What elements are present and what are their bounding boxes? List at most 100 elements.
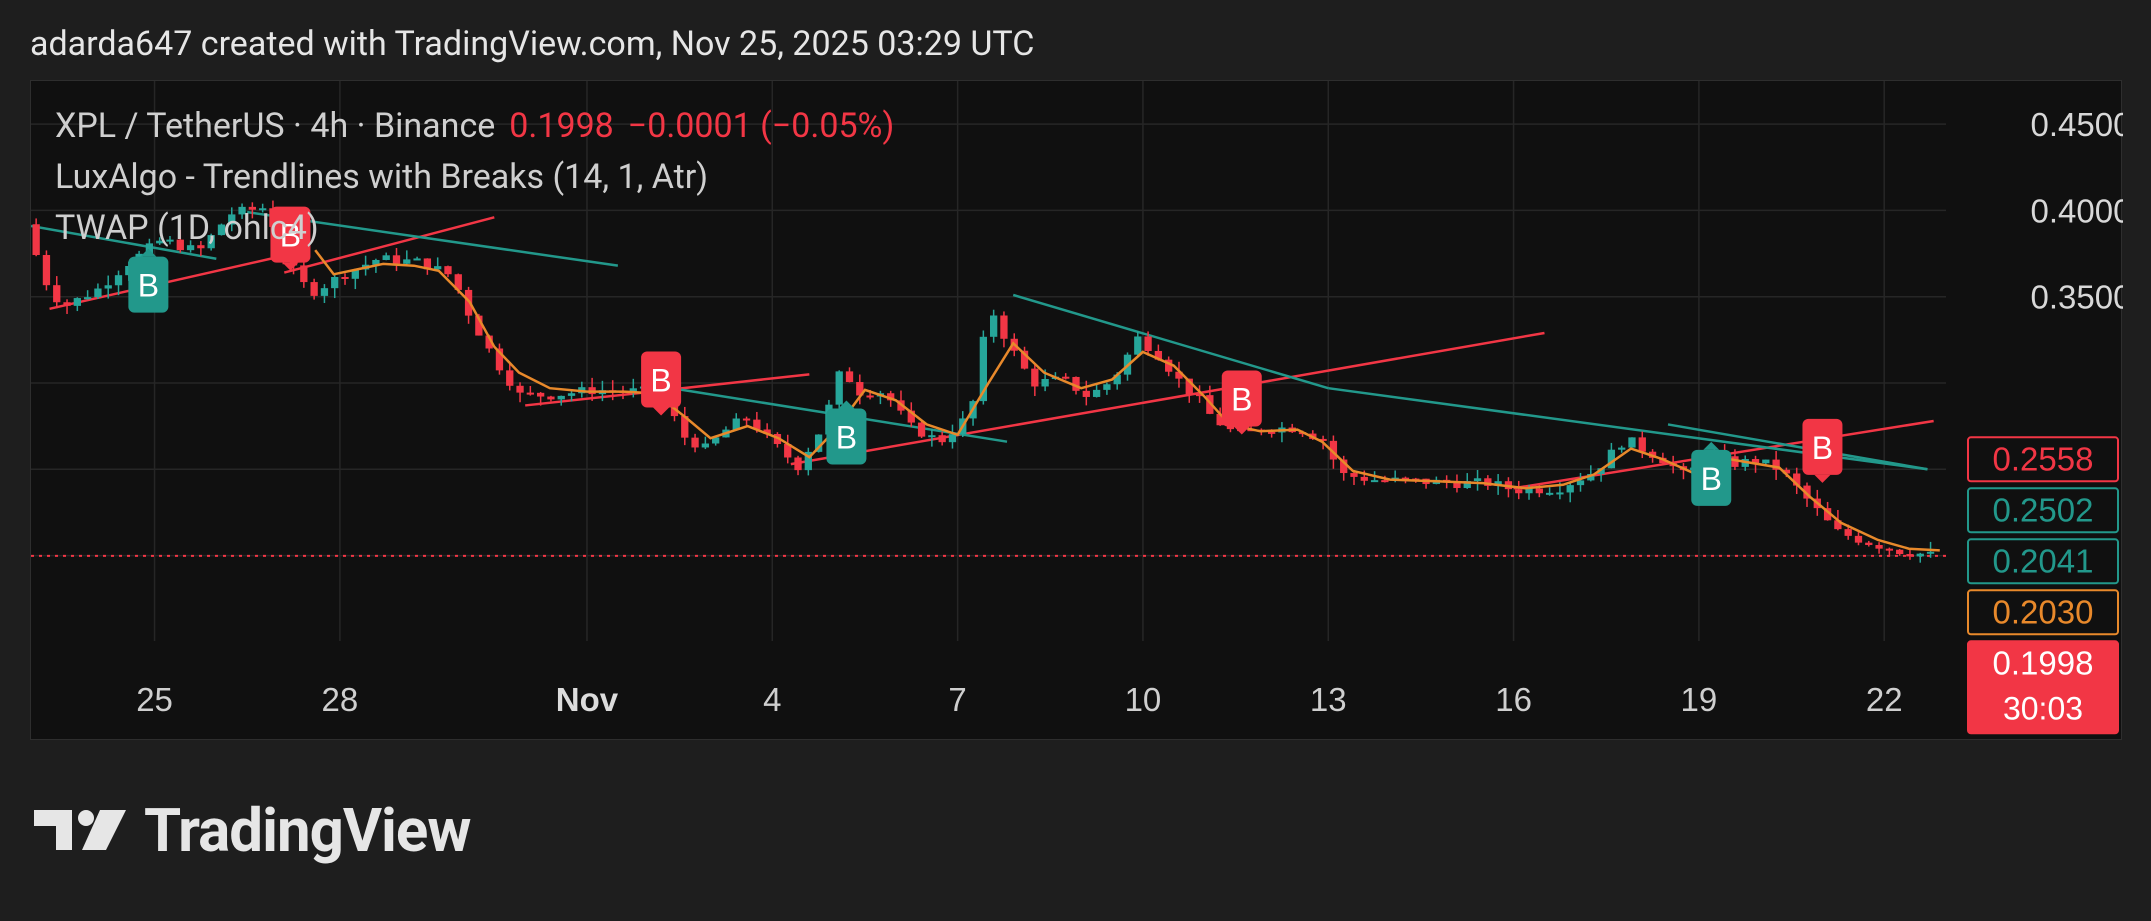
candle-body	[1113, 374, 1121, 385]
candle-body	[1885, 548, 1894, 551]
axes[interactable]: 25 28 Nov 4 7 10 13 16 19 22 0.4500 0.4000 0.3500	[136, 106, 2123, 718]
candle-body	[1628, 437, 1636, 448]
price-label-text: 0.2558	[1993, 440, 2094, 477]
candle-body	[1206, 395, 1214, 414]
candle-body	[310, 282, 318, 296]
x-tick-label: 13	[1310, 681, 1347, 718]
candle-body	[1566, 485, 1574, 493]
candle-body	[1031, 368, 1039, 387]
indicator-legend-trendlines[interactable]: LuxAlgo - Trendlines with Breaks (14, 1,…	[55, 157, 709, 197]
candle-body	[917, 422, 926, 437]
break-marker-label: B	[1231, 382, 1252, 418]
candle-body	[856, 382, 864, 396]
candle-body	[1751, 459, 1760, 464]
candle-body	[1525, 488, 1533, 494]
candle-body	[990, 315, 998, 337]
price-label: 0.2558	[1967, 436, 2119, 483]
candle-body	[814, 434, 823, 452]
candle-body	[1494, 481, 1502, 486]
candle-body	[866, 395, 874, 398]
candle-body	[413, 258, 421, 261]
price-label-box	[1967, 487, 2119, 534]
candle-body	[238, 206, 246, 215]
candle-body	[207, 235, 215, 249]
candle-body	[1618, 447, 1626, 450]
price-label-text: 0.2030	[1993, 593, 2094, 630]
break-marker-pointer	[140, 248, 157, 257]
x-tick-label: 7	[948, 681, 966, 718]
tradingview-logo-icon	[34, 810, 126, 850]
price-label-box	[1967, 538, 2119, 585]
candle-body	[495, 348, 504, 371]
candle-body	[1793, 473, 1801, 486]
candle-body	[938, 435, 946, 443]
candle-body	[1484, 478, 1492, 486]
candle-body	[464, 289, 473, 316]
y-tick-label: 0.3500	[2031, 279, 2123, 316]
candle-body	[742, 418, 751, 421]
bearish-break-marker: B	[1802, 418, 1843, 483]
candle-body	[1453, 482, 1461, 489]
bar-countdown-text: 30:03	[2003, 690, 2083, 726]
candle-body	[1154, 350, 1163, 360]
break-marker-label: B	[1701, 461, 1722, 497]
candle-body	[434, 266, 442, 270]
resistance-trendline	[31, 224, 217, 260]
candle-body	[1103, 384, 1111, 390]
candle-body	[887, 393, 895, 401]
candle-body	[1144, 336, 1152, 351]
price-label-box	[1967, 589, 2119, 636]
candle-body	[1134, 336, 1142, 355]
candle-body	[1556, 492, 1564, 495]
candle-body	[784, 444, 792, 458]
candle-body	[1381, 480, 1389, 483]
symbol-legend[interactable]: XPL / TetherUS · 4h · Binance 0.1998 −0.00…	[55, 106, 894, 146]
candle-body	[1926, 551, 1935, 554]
candle-body	[845, 371, 854, 383]
break-marker-label: B	[650, 363, 671, 399]
break-marker-box	[1221, 370, 1262, 427]
candle-body	[1340, 459, 1348, 474]
candle-body	[526, 392, 534, 395]
candle-body	[475, 315, 483, 336]
break-marker-label: B	[280, 218, 301, 254]
break-marker-label: B	[138, 268, 159, 304]
bearish-break-marker: B	[641, 351, 682, 416]
symbol-name[interactable]: XPL / TetherUS · 4h · Binance	[55, 106, 496, 146]
candle-body	[1401, 477, 1410, 480]
candle-body	[423, 258, 432, 270]
bearish-break-marker: B	[1221, 370, 1262, 435]
resistance-trendline	[1667, 423, 1928, 471]
resistance-trendline	[1012, 293, 1329, 390]
bullish-break-marker: B	[128, 248, 169, 313]
price-chart[interactable]: B B B B B B B 25 28 Nov 4 7 10 13 16 19 22 0.4500 0.4000 0…	[31, 81, 2123, 741]
legend-change: −0.0001 (−0.05%)	[627, 106, 895, 146]
twap-series-line	[314, 249, 1940, 552]
candle-body	[300, 265, 308, 283]
candle-body	[331, 277, 339, 289]
chart-panel[interactable]: B B B B B B B 25 28 Nov 4 7 10 13 16 19 22 0.4500 0.4000 0…	[30, 80, 2123, 741]
price-label-text: 0.2041	[1993, 542, 2094, 579]
candle-body	[83, 297, 92, 300]
candle-body	[557, 395, 565, 400]
candle-body	[1772, 459, 1780, 470]
candle-body	[907, 410, 915, 423]
candle-body	[1062, 376, 1070, 379]
candle-body	[1865, 542, 1873, 546]
candle-body	[73, 298, 81, 306]
candle-body	[1535, 488, 1543, 494]
x-tick-label: 16	[1495, 681, 1532, 718]
candle-body	[1834, 520, 1842, 530]
candle-body	[176, 239, 184, 251]
candle-body	[444, 266, 452, 275]
legend-price: 0.1998	[509, 106, 614, 146]
candle-body	[341, 277, 349, 280]
candle-body	[1319, 438, 1327, 441]
bullish-break-marker: B	[826, 400, 867, 465]
candle-body	[1350, 473, 1358, 477]
price-label-box	[1967, 436, 2119, 483]
candle-body	[1226, 425, 1235, 430]
candle-body	[166, 239, 174, 242]
candle-body	[1638, 437, 1646, 452]
indicator-legend-twap[interactable]: TWAP (1D, ohlc4)	[55, 208, 319, 248]
